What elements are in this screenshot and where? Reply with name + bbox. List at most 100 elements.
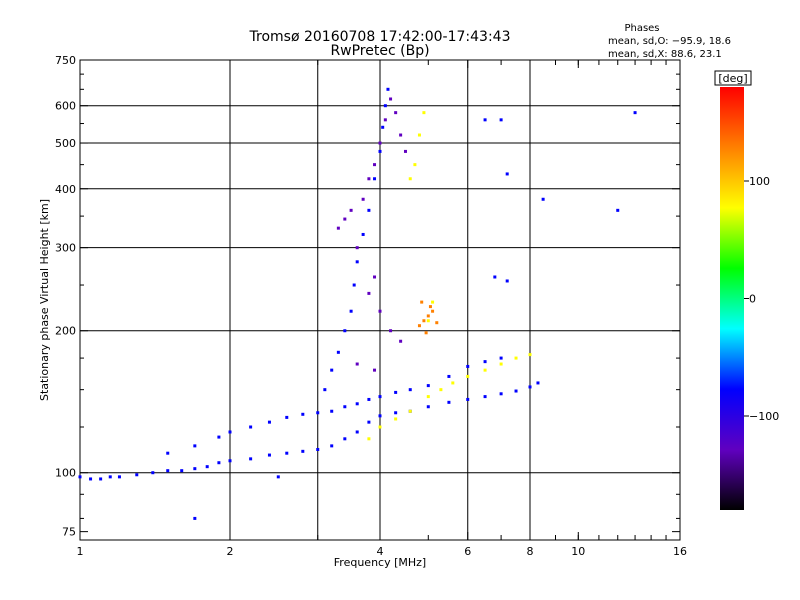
data-point [373,275,377,279]
data-point [422,111,426,115]
data-point [378,309,382,313]
data-point [217,435,221,439]
data-point [541,197,545,201]
colorbar-tick-label: −100 [749,410,779,423]
data-point [267,453,271,457]
data-point [399,133,403,137]
data-point [466,364,470,368]
data-point [135,473,139,477]
data-point [424,331,428,335]
data-point [536,381,540,385]
data-point [499,118,503,122]
data-point [343,405,347,409]
data-point [228,430,232,434]
data-point [355,402,359,406]
data-point [426,395,430,399]
data-point [367,397,371,401]
data-point [514,389,518,393]
data-point [352,283,356,287]
data-point [343,329,347,333]
data-point [408,388,412,392]
data-point [205,465,209,469]
colorbar [720,87,744,510]
y-tick-label: 300 [55,242,76,255]
data-point [373,163,377,167]
data-point [349,208,353,212]
data-point [367,177,371,181]
data-point [417,324,421,328]
data-point [336,226,340,230]
data-point [301,449,305,453]
colorbar-tick-label: 0 [749,293,756,306]
data-point [420,300,424,304]
data-point [451,381,455,385]
x-tick-label: 2 [227,545,234,558]
y-axis-label: Stationary phase Virtual Height [km] [38,199,51,401]
x-tick-label: 16 [673,545,687,558]
data-point [108,475,112,479]
data-point [89,477,93,481]
y-tick-label: 600 [55,100,76,113]
data-point [493,275,497,279]
data-point [373,368,377,372]
data-point [426,384,430,388]
data-point [394,411,398,415]
data-point [383,104,387,108]
data-point [361,197,365,201]
data-point [378,425,382,429]
colorbar-tick-label: 100 [749,175,770,188]
data-point [408,177,412,181]
data-points [78,87,637,520]
y-tick-label: 500 [55,137,76,150]
data-point [422,319,426,323]
data-point [99,477,103,481]
y-tick-label: 750 [55,54,76,67]
data-point [499,362,503,366]
data-point [633,111,637,115]
data-point [373,177,377,181]
x-tick-label: 10 [571,545,585,558]
data-point [389,329,393,333]
data-point [378,149,382,153]
data-point [78,475,82,479]
x-tick-label: 4 [377,545,384,558]
colorbar-label: [deg] [718,72,747,85]
data-point [285,451,289,455]
data-point [378,141,382,145]
phases-stats-x: mean, sd,X: 88.6, 23.1 [608,49,722,60]
data-point [483,118,487,122]
data-point [367,420,371,424]
x-tick-label: 1 [77,545,84,558]
data-point [378,395,382,399]
y-tick-label: 100 [55,467,76,480]
grid-lines [80,60,680,540]
data-point [378,414,382,418]
data-point [316,447,320,451]
data-point [336,350,340,354]
data-point [616,208,620,212]
data-point [428,305,432,309]
data-point [323,388,327,392]
data-point [394,111,398,115]
data-point [466,374,470,378]
data-point [426,314,430,318]
data-point [267,420,271,424]
data-point [528,353,532,357]
data-point [483,395,487,399]
data-point [413,163,417,167]
data-point [383,118,387,122]
colorbar-label-box [714,70,752,86]
data-point [394,417,398,421]
y-tick-label: 75 [62,526,76,539]
data-point [483,360,487,364]
data-point [166,451,170,455]
data-point [367,291,371,295]
data-point [514,356,518,360]
data-point [343,217,347,221]
data-point [117,475,121,479]
data-point [193,467,197,471]
data-point [228,459,232,463]
data-point [417,133,421,137]
data-point [349,309,353,313]
data-point [426,319,430,323]
